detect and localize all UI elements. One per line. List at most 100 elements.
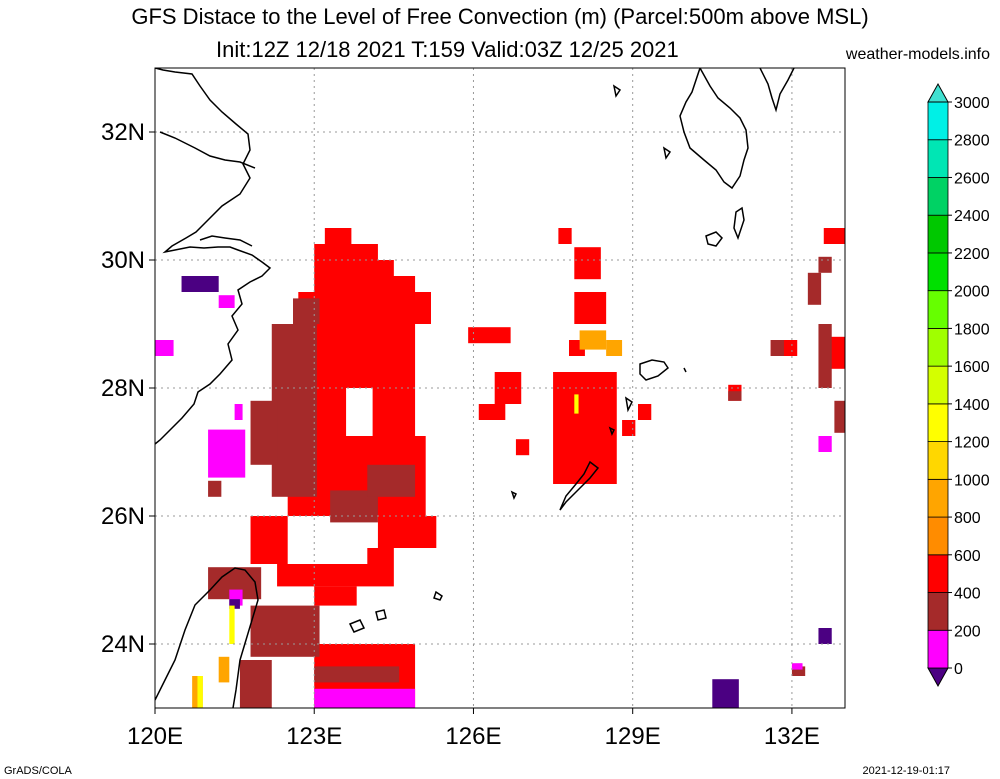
lon-tick-label: 126E [445, 723, 501, 750]
colorbar-segment [927, 629, 949, 669]
colorbar-label: 2000 [954, 284, 990, 301]
lon-tick-label: 123E [286, 723, 342, 750]
field-layer [155, 228, 850, 708]
site-credit: weather-models.info [845, 46, 990, 63]
colorbar-segment [927, 554, 949, 593]
colorbar-segment [927, 214, 949, 254]
colorbar-label: 200 [954, 623, 981, 640]
colorbar-label: 600 [954, 548, 981, 565]
colorbar-segment [927, 592, 949, 631]
field-cell-magenta [208, 429, 246, 478]
field-cell-purple [181, 276, 219, 292]
field-cell-red [558, 228, 572, 244]
field-cell-brown [271, 324, 317, 497]
ryukyu-island-amami [639, 359, 670, 381]
colorbar-segment [927, 365, 949, 405]
ryukyu-island-okinawa [559, 460, 600, 511]
field-cell-brown [728, 391, 742, 401]
colorbar-label: 1200 [954, 435, 990, 452]
field-cell-red [314, 244, 378, 260]
footer-grads-credit: GrADS/COLA [4, 765, 72, 777]
field-cell-red [372, 388, 416, 436]
colorbar-label: 0 [954, 661, 963, 678]
field-cell-magenta [155, 340, 174, 356]
field-cell-brown [314, 666, 400, 683]
field-cell-red [638, 404, 652, 420]
field-cell-orange [845, 228, 850, 241]
field-cell-red [468, 327, 511, 344]
field-cell-magenta [234, 404, 243, 420]
tanegashima [733, 206, 745, 241]
lat-tick-label: 24N [101, 631, 145, 658]
field-cell-brown [239, 660, 272, 708]
field-cell-magenta [218, 295, 235, 308]
colorbar-label: 1800 [954, 321, 990, 338]
colorbar-max-arrow [927, 82, 949, 103]
field-cell-red [622, 420, 636, 436]
map-title: GFS Distace to the Level of Free Convect… [131, 4, 869, 29]
field-cell-brown [818, 324, 832, 388]
yangtze-estuary [159, 131, 256, 169]
sakishima-islands [348, 590, 443, 633]
field-cell-magenta [791, 663, 803, 670]
field-cell-yellow [197, 676, 203, 708]
colorbar-label: 800 [954, 510, 981, 527]
field-cell-brown [834, 400, 845, 433]
colorbar-label: 2400 [954, 208, 990, 225]
colorbar-segment [927, 139, 949, 178]
field-cell-purple [229, 599, 240, 609]
field-cell-orange [606, 340, 623, 356]
colorbar-label: 3000 [954, 95, 990, 112]
field-cell-red [367, 548, 394, 564]
colorbar-segment [927, 252, 949, 292]
lat-tick-label: 26N [101, 503, 145, 530]
field-cell-purple [818, 628, 832, 644]
colorbar-segment [927, 478, 949, 518]
field-cell-yellow [229, 605, 235, 644]
hangzhou-bay [199, 235, 253, 247]
colorbar-segment [927, 290, 949, 329]
field-cell-red [277, 564, 394, 587]
field-cell-brown [293, 298, 320, 324]
colorbar-label: 2200 [954, 246, 990, 263]
field-cell-yellow [574, 394, 579, 414]
colorbar-label: 1400 [954, 397, 990, 414]
colorbar-segment [927, 177, 949, 216]
field-cell-purple [712, 679, 739, 708]
colorbar-label: 1000 [954, 472, 990, 489]
colorbar-segment [927, 101, 949, 141]
colorbar-min-arrow [927, 667, 949, 688]
field-cell-red [478, 404, 506, 420]
lat-tick-label: 28N [101, 375, 145, 402]
map-subtitle: Init:12Z 12/18 2021 T:159 Valid:03Z 12/2… [216, 37, 679, 62]
lat-tick-label: 32N [101, 119, 145, 146]
field-cell-red [823, 228, 845, 244]
field-cell-red [574, 292, 607, 324]
field-cell-brown [250, 605, 320, 657]
field-cell-red [314, 276, 416, 292]
lon-tick-label: 132E [764, 723, 820, 750]
field-cell-magenta [314, 688, 416, 708]
field-cell-orange [218, 656, 230, 683]
lon-tick-label: 129E [605, 723, 661, 750]
colorbar-label: 400 [954, 586, 981, 603]
field-cell-red [324, 228, 352, 244]
field-cell-brown [208, 480, 222, 497]
field-cell-brown [807, 272, 822, 305]
china-coast [155, 68, 272, 445]
field-cell-brown [818, 256, 832, 273]
colorbar-segment [927, 403, 949, 443]
colorbar-label: 1600 [954, 359, 990, 376]
field-cell-red [308, 324, 416, 388]
field-cell-red [250, 516, 288, 564]
small-islands [510, 84, 687, 500]
colorbar-label: 2600 [954, 170, 990, 187]
field-cell-brown [250, 400, 278, 465]
field-cell-brown [770, 340, 784, 356]
colorbar-label: 2800 [954, 133, 990, 150]
lat-tick-label: 30N [101, 247, 145, 274]
field-cell-red [377, 516, 437, 548]
colorbar-segment [927, 327, 949, 367]
axis-ticks: 120E 123E 126E 129E 132E 24N 26N 28N 30N 32N [101, 119, 820, 750]
